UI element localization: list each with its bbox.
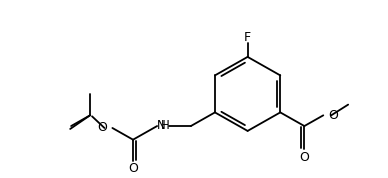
Text: O: O: [328, 109, 338, 122]
Text: N: N: [157, 119, 165, 132]
Text: O: O: [97, 122, 107, 135]
Text: F: F: [244, 31, 251, 44]
Text: O: O: [300, 151, 309, 164]
Text: H: H: [161, 119, 170, 132]
Text: O: O: [128, 162, 138, 175]
